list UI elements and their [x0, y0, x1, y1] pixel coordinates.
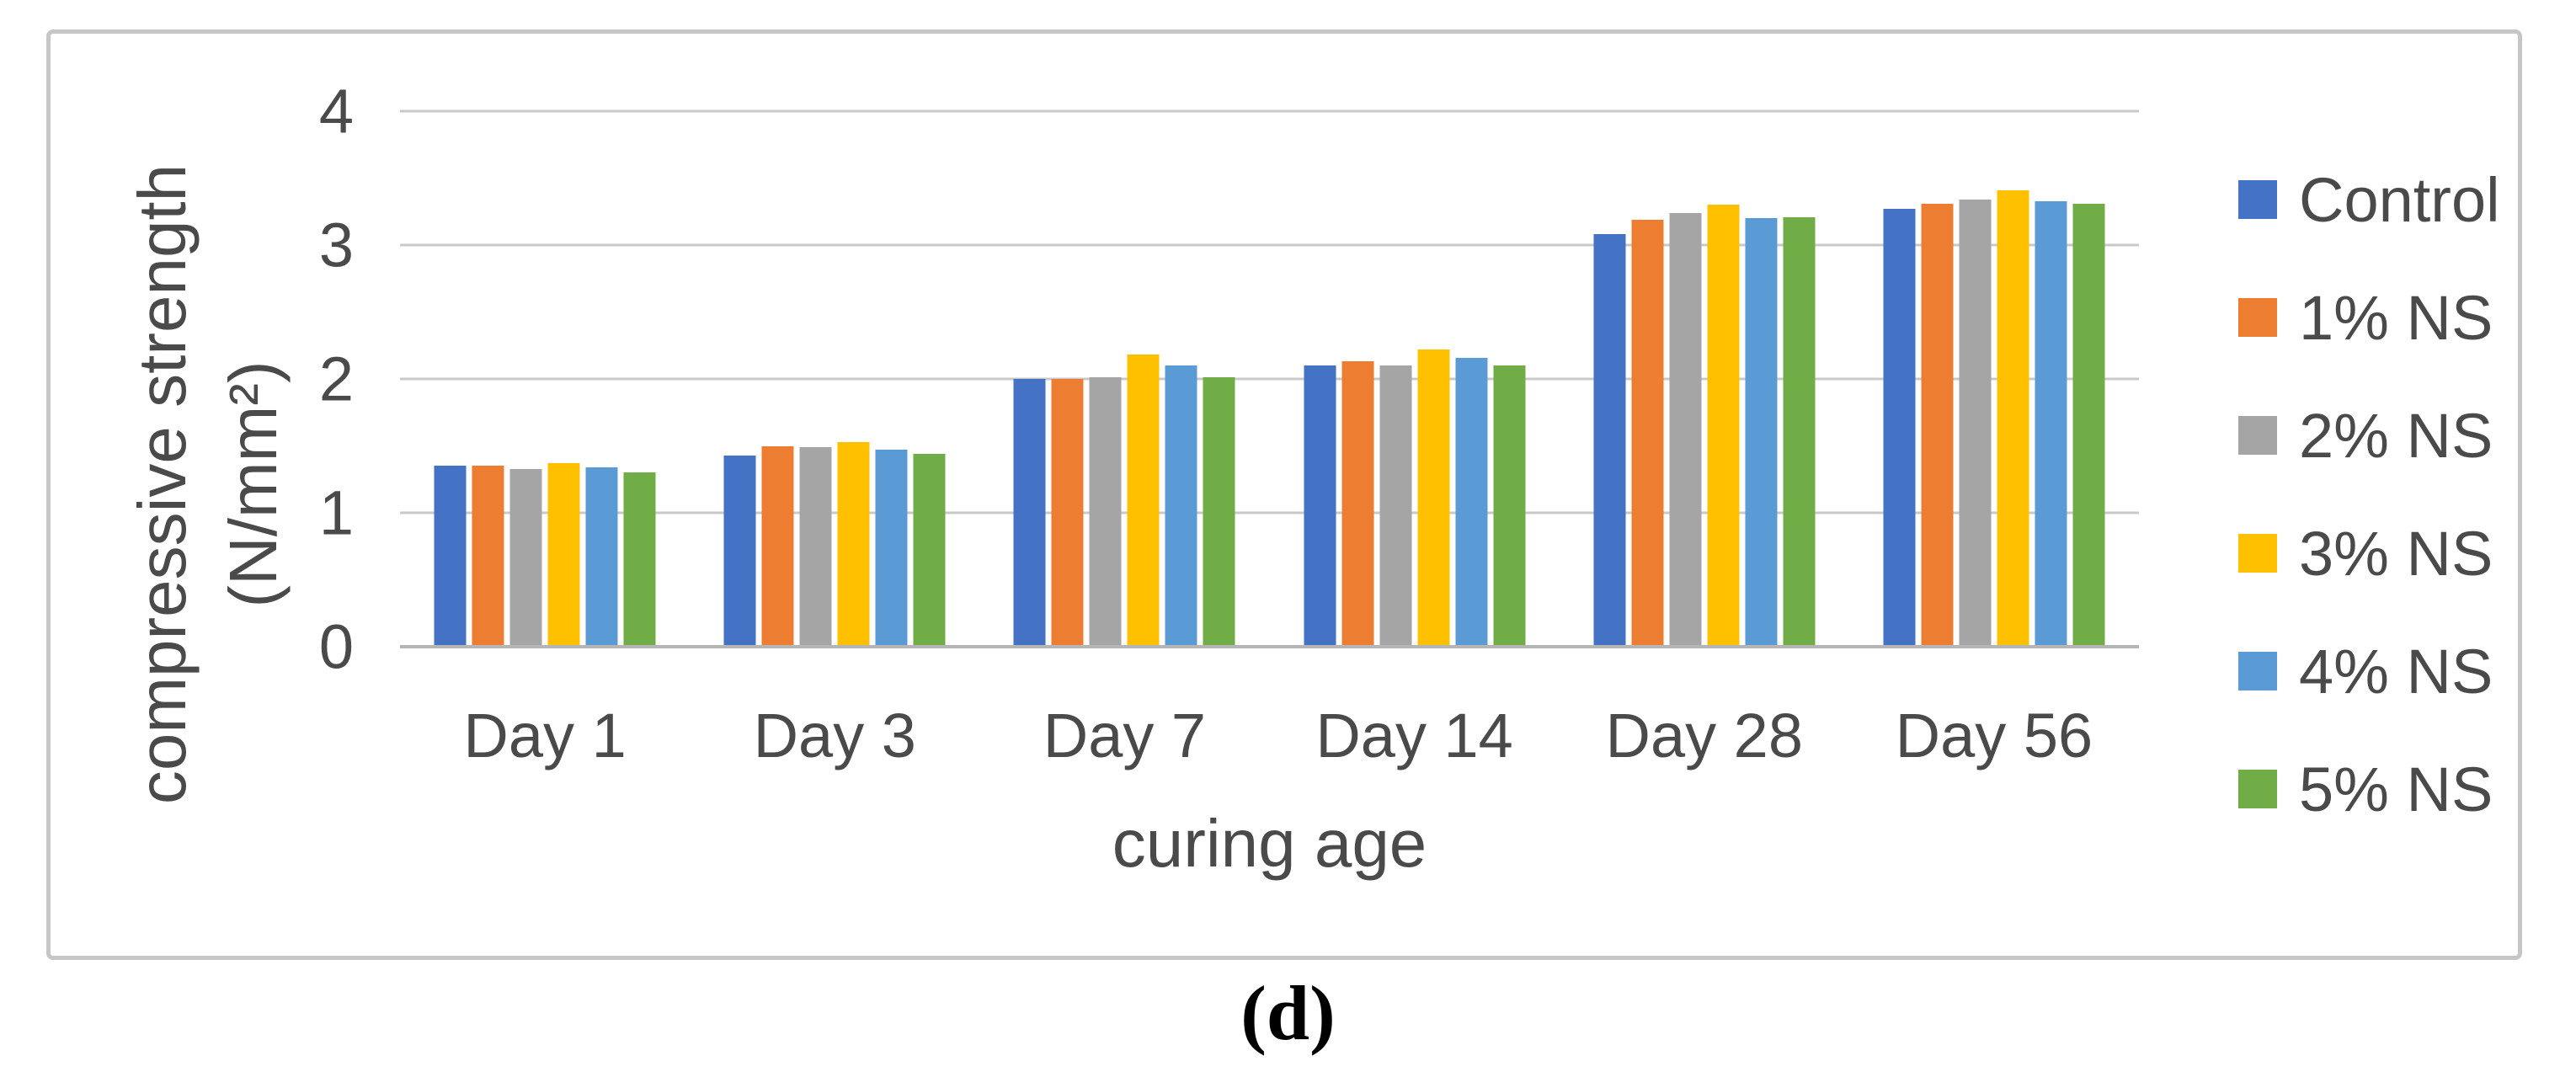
bar-5ns-day-28	[1783, 216, 1816, 647]
legend-swatch-icon	[2238, 416, 2277, 455]
bar-2ns-day-1	[509, 468, 542, 647]
x-axis-ticks: Day 1 Day 3 Day 7 Day 14 Day 28 Day 56	[400, 697, 2139, 775]
plot-area	[400, 109, 2139, 648]
bar-4ns-day-56	[2035, 200, 2067, 647]
x-tick-label-day-14: Day 14	[1315, 701, 1513, 770]
bar-1ns-day-56	[1921, 203, 1954, 647]
bar-3ns-day-14	[1417, 349, 1450, 647]
y-tick-label-1: 1	[318, 477, 354, 548]
bar-2ns-day-28	[1669, 212, 1702, 647]
legend-swatch-icon	[2238, 180, 2277, 219]
x-axis-line	[400, 645, 2139, 648]
bar-5ns-day-14	[1493, 365, 1526, 647]
bar-group-day-14	[1304, 111, 1526, 647]
bar-2ns-day-3	[799, 447, 832, 647]
y-tick-label-3: 3	[318, 210, 354, 280]
bar-5ns-day-1	[623, 472, 656, 647]
bar-group-day-3	[723, 111, 946, 647]
bar-4ns-day-1	[585, 467, 618, 647]
x-tick-label-day-7: Day 7	[1043, 701, 1207, 770]
x-axis-title: curing age	[1112, 806, 1427, 881]
bar-3ns-day-7	[1127, 355, 1160, 647]
x-tick-label-day-28: Day 28	[1605, 701, 1803, 770]
bar-3ns-day-3	[837, 441, 870, 647]
gridline-3	[400, 243, 2139, 247]
bar-group-day-56	[1883, 111, 2105, 647]
bar-group-day-1	[434, 111, 656, 647]
legend-item-4ns: 4% NS	[2238, 612, 2500, 730]
bar-4ns-day-14	[1455, 357, 1488, 647]
legend-swatch-icon	[2238, 298, 2277, 337]
bar-2ns-day-7	[1089, 377, 1122, 647]
gridline-2	[400, 377, 2139, 381]
y-tick-label-0: 0	[318, 611, 354, 682]
legend-swatch-icon	[2238, 770, 2277, 808]
bar-2ns-day-14	[1379, 365, 1412, 647]
bar-1ns-day-28	[1631, 219, 1664, 647]
bar-control-day-7	[1013, 379, 1046, 647]
y-tick-label-2: 2	[318, 344, 354, 414]
legend-label: 2% NS	[2299, 400, 2493, 471]
bar-1ns-day-7	[1051, 379, 1084, 647]
bar-1ns-day-3	[761, 445, 794, 647]
legend-item-3ns: 3% NS	[2238, 494, 2500, 612]
bar-2ns-day-56	[1959, 199, 1992, 647]
bar-4ns-day-7	[1165, 365, 1197, 647]
bar-5ns-day-3	[913, 454, 946, 647]
bar-3ns-day-28	[1707, 205, 1740, 647]
bar-1ns-day-1	[472, 466, 504, 647]
gridline-4	[400, 109, 2139, 113]
bar-group-day-28	[1593, 111, 1816, 647]
legend-swatch-icon	[2238, 652, 2277, 690]
legend: Control 1% NS 2% NS 3% NS 4% NS 5% NS	[2238, 141, 2500, 848]
bar-1ns-day-14	[1341, 361, 1374, 647]
bar-5ns-day-56	[2072, 203, 2105, 647]
y-axis-title-line1: compressive strength	[125, 163, 200, 804]
bar-4ns-day-3	[875, 450, 908, 647]
legend-item-control: Control	[2238, 141, 2500, 259]
figure-caption: (d)	[1240, 970, 1336, 1056]
x-tick-label-day-56: Day 56	[1895, 701, 2093, 770]
bar-5ns-day-7	[1203, 377, 1235, 647]
legend-item-1ns: 1% NS	[2238, 259, 2500, 376]
legend-item-5ns: 5% NS	[2238, 730, 2500, 848]
legend-label: 5% NS	[2299, 754, 2493, 824]
y-tick-label-4: 4	[318, 76, 354, 147]
bar-3ns-day-56	[1997, 189, 2029, 647]
x-tick-label-day-1: Day 1	[463, 701, 627, 770]
bar-control-day-28	[1593, 234, 1626, 647]
legend-label: 3% NS	[2299, 518, 2493, 589]
bar-4ns-day-28	[1745, 218, 1778, 647]
bar-control-day-14	[1304, 365, 1336, 647]
bar-control-day-1	[434, 466, 467, 647]
bar-3ns-day-1	[547, 463, 580, 647]
legend-label: 1% NS	[2299, 282, 2493, 353]
bar-control-day-56	[1883, 209, 1916, 647]
y-axis-ticks: 0 1 2 3 4	[248, 77, 354, 682]
x-tick-label-day-3: Day 3	[753, 701, 916, 770]
legend-label: Control	[2299, 164, 2500, 235]
gridline-1	[400, 511, 2139, 515]
legend-item-2ns: 2% NS	[2238, 376, 2500, 494]
bar-control-day-3	[723, 455, 756, 647]
legend-swatch-icon	[2238, 534, 2277, 573]
legend-label: 4% NS	[2299, 636, 2493, 706]
bar-group-day-7	[1013, 111, 1235, 647]
